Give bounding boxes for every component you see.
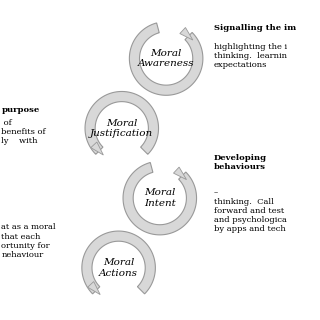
Text: Moral
Actions: Moral Actions <box>99 258 138 277</box>
Text: –
thinking.  Call
forward and test
and psychologica
by apps and tech: – thinking. Call forward and test and ps… <box>214 188 286 233</box>
Text: Moral
Awareness: Moral Awareness <box>138 49 195 68</box>
Polygon shape <box>85 92 158 154</box>
Polygon shape <box>82 231 155 294</box>
Polygon shape <box>129 23 203 95</box>
Polygon shape <box>91 142 103 155</box>
Polygon shape <box>123 163 196 235</box>
Polygon shape <box>180 28 193 40</box>
Polygon shape <box>173 167 187 180</box>
Text: Developing
behaviours: Developing behaviours <box>214 154 267 171</box>
Text: of
benefits of
ly    with: of benefits of ly with <box>1 119 46 145</box>
Text: Moral
Justification: Moral Justification <box>90 119 153 138</box>
Polygon shape <box>88 282 100 295</box>
Text: highlighting the i
thinking.  learnin
expectations: highlighting the i thinking. learnin exp… <box>214 43 287 69</box>
Text: Moral
Intent: Moral Intent <box>144 188 176 208</box>
Text: at as a moral
that each
ortunity for
nehaviour: at as a moral that each ortunity for neh… <box>1 223 56 259</box>
Text: Signalling the im: Signalling the im <box>214 24 296 32</box>
Text: purpose: purpose <box>1 106 40 114</box>
